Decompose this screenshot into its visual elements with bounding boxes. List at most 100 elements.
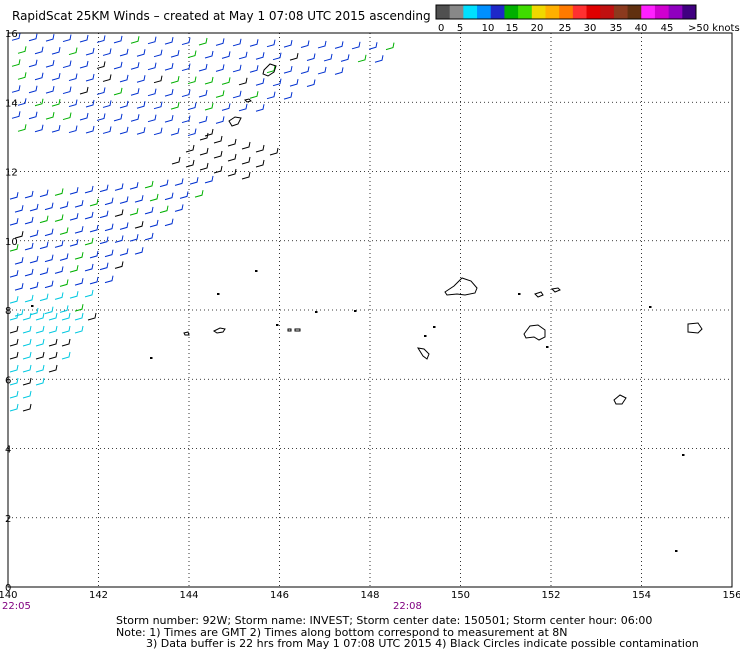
wind-barb [374, 55, 384, 63]
wind-barb [96, 61, 106, 69]
wind-barb [85, 73, 95, 82]
wind-barb [79, 60, 89, 69]
island-outline [244, 98, 252, 103]
wind-barb [249, 91, 259, 99]
wind-barb [9, 377, 19, 386]
lon-tick-label: 156 [722, 590, 740, 601]
wind-barb [266, 91, 276, 100]
wind-barb [45, 112, 55, 120]
wind-barb [28, 111, 38, 120]
wind-barb [59, 279, 69, 287]
island-outline [183, 331, 190, 336]
wind-barb [283, 40, 293, 48]
wind-barb [357, 54, 367, 63]
wind-barb [69, 239, 79, 247]
small-island [217, 293, 220, 295]
wind-barb [181, 89, 191, 98]
wind-barb [44, 306, 54, 315]
colorbar-frame [435, 4, 697, 20]
wind-barb [198, 63, 208, 72]
island-outline [523, 324, 546, 341]
wind-barb [9, 244, 19, 252]
colorbar-swatch [463, 5, 478, 19]
small-island [649, 306, 652, 308]
wind-barb [266, 39, 276, 48]
wind-barb [255, 104, 265, 112]
wind-barb [171, 156, 181, 165]
wind-speed-colorbar: 0 5 10 15 20 25 30 35 40 45 >50 knots [435, 4, 740, 34]
wind-barb [9, 218, 19, 226]
wind-barb [113, 61, 123, 70]
colorbar-swatch [531, 5, 546, 19]
wind-barb [39, 215, 49, 224]
footer-storm-info: Storm number: 92W; Storm name: INVEST; S… [116, 614, 653, 627]
colorbar-swatch [559, 5, 574, 19]
wind-barb [14, 283, 24, 291]
wind-barb [62, 34, 72, 43]
lon-tick-label: 154 [632, 590, 651, 601]
wind-barb [61, 351, 71, 360]
wind-barb [39, 293, 49, 302]
wind-barb [215, 38, 225, 46]
wind-barb [164, 115, 174, 123]
colorbar-label: 0 [438, 23, 444, 34]
wind-barb [79, 86, 89, 95]
wind-barb [89, 198, 99, 207]
wind-barb [119, 248, 129, 256]
wind-barb [9, 325, 19, 334]
colorbar-swatch [586, 5, 601, 19]
wind-barb [147, 114, 157, 123]
wind-barb [130, 88, 140, 96]
lon-tick-label: 144 [179, 590, 198, 601]
wind-barb [130, 114, 140, 122]
wind-barb [9, 296, 19, 304]
wind-barb [340, 54, 350, 62]
wind-barb [44, 280, 54, 289]
time-label-middle: 22:08 [393, 601, 422, 612]
colorbar-swatch [600, 5, 615, 19]
wind-barb [54, 292, 64, 300]
wind-barb [102, 100, 112, 108]
wind-barb [114, 235, 124, 243]
wind-barb [99, 184, 109, 193]
wind-barb [204, 175, 214, 184]
wind-barb [170, 76, 180, 84]
wind-barb [119, 222, 129, 230]
wind-barb [185, 159, 195, 168]
wind-barb [136, 101, 146, 109]
wind-barb [153, 49, 163, 58]
colorbar-label: 25 [559, 23, 572, 34]
wind-barb [84, 289, 94, 298]
wind-barb [74, 200, 84, 208]
wind-barb [134, 221, 144, 229]
wind-barb [69, 213, 79, 221]
lon-tick-label: 142 [89, 590, 108, 601]
colorbar-label: 40 [635, 23, 648, 34]
wind-barb [69, 187, 79, 195]
wind-barb [241, 141, 251, 150]
wind-barb [85, 99, 95, 108]
wind-barb [35, 377, 45, 386]
wind-barb [289, 79, 299, 87]
colorbar-label: >50 knots [688, 23, 740, 34]
wind-barb [119, 100, 129, 109]
colorbar-swatch [504, 5, 519, 19]
small-island [31, 305, 34, 307]
wind-barb [54, 240, 64, 248]
wind-barb [187, 102, 197, 111]
wind-barb [198, 37, 208, 46]
wind-barb [189, 177, 199, 185]
wind-barb [221, 51, 231, 59]
wind-barb [68, 99, 78, 108]
wind-barb [44, 202, 54, 211]
wind-barb [215, 116, 225, 124]
wind-barb [62, 86, 72, 95]
wind-barb [24, 242, 34, 251]
wind-barb [79, 112, 89, 121]
wind-barb [147, 36, 157, 45]
wind-barb [61, 338, 71, 347]
lon-tick-label: 140 [0, 590, 18, 601]
wind-barb [69, 291, 79, 299]
wind-barb [9, 192, 19, 200]
wind-barb [102, 48, 112, 56]
